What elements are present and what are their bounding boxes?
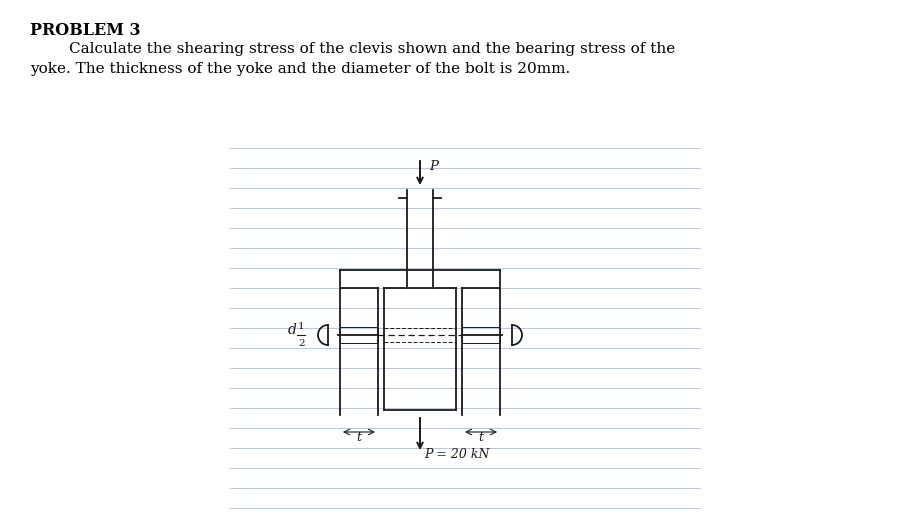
Text: t: t xyxy=(357,431,361,444)
Text: P: P xyxy=(429,160,438,173)
Text: 2: 2 xyxy=(298,338,304,348)
Text: d: d xyxy=(288,323,297,337)
Text: P = 20 kN: P = 20 kN xyxy=(424,448,490,461)
Text: PROBLEM 3: PROBLEM 3 xyxy=(30,22,140,39)
Text: Calculate the shearing stress of the clevis shown and the bearing stress of the: Calculate the shearing stress of the cle… xyxy=(30,42,675,56)
Text: t: t xyxy=(479,431,483,444)
Text: yoke. The thickness of the yoke and the diameter of the bolt is 20mm.: yoke. The thickness of the yoke and the … xyxy=(30,62,570,76)
Text: 1: 1 xyxy=(298,322,304,330)
